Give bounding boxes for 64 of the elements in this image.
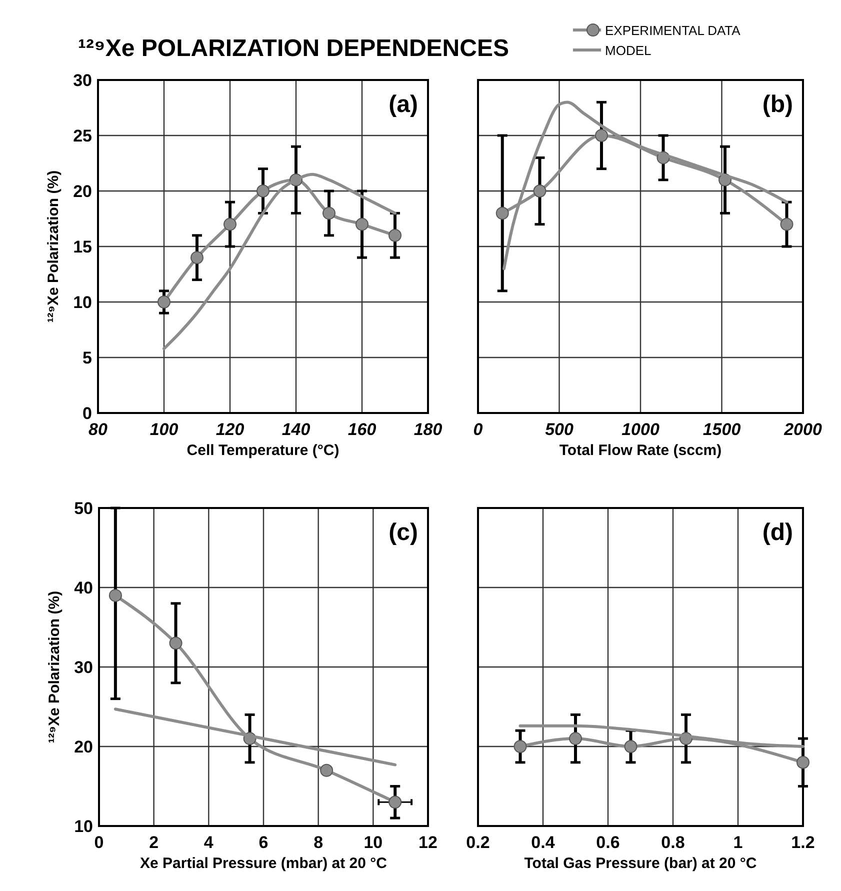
annotation: (d) xyxy=(762,519,793,546)
x-tick-label: 160 xyxy=(348,420,377,439)
point xyxy=(320,764,334,777)
point xyxy=(256,184,270,198)
point xyxy=(780,218,794,231)
x-tick-label: 2 xyxy=(149,833,159,852)
x-tick-label: 10 xyxy=(364,833,383,852)
x-axis-title: Total Flow Rate (sccm) xyxy=(559,442,722,459)
x-tick-label: 0.8 xyxy=(661,833,685,852)
point xyxy=(322,206,336,220)
x-tick-label: 12 xyxy=(418,833,438,852)
x-tick-label: 4 xyxy=(204,833,214,852)
x-axis-title: Total Gas Pressure (bar) at 20 °C xyxy=(524,855,757,872)
point xyxy=(388,228,402,242)
x-tick-label: 6 xyxy=(258,833,268,852)
x-tick-label: 80 xyxy=(88,420,108,439)
annotation: (a) xyxy=(388,91,418,118)
x-tick-label: 140 xyxy=(282,420,311,439)
point xyxy=(158,296,170,308)
point xyxy=(108,588,122,602)
x-tick-label: 8 xyxy=(314,833,324,852)
point xyxy=(496,206,509,220)
x-tick-label: 1.2 xyxy=(791,833,815,852)
y-tick-label: 15 xyxy=(73,238,92,256)
point xyxy=(169,636,182,650)
point xyxy=(533,184,546,198)
legend-label: MODEL xyxy=(605,43,652,58)
x-axis-title: Cell Temperature (°C) xyxy=(186,442,340,459)
chart-title: ¹²⁹Xe POLARIZATION DEPENDENCES xyxy=(78,35,509,62)
annotation: (c) xyxy=(388,519,418,546)
x-tick-label: 1 xyxy=(733,833,743,852)
y-axis-title: ¹²⁹Xe Polarization (%) xyxy=(45,170,62,323)
y-tick-label: 40 xyxy=(74,578,93,598)
x-tick-label: 0.4 xyxy=(531,833,556,852)
x-tick-label: 0.6 xyxy=(596,833,620,852)
y-tick-label: 30 xyxy=(73,71,92,90)
x-tick-label: 0.2 xyxy=(466,833,490,852)
y-tick-label: 0 xyxy=(82,404,92,423)
y-tick-label: 50 xyxy=(74,499,93,518)
point xyxy=(388,796,402,809)
point xyxy=(356,218,368,231)
line-series xyxy=(162,172,396,350)
legend-label: EXPERIMENTAL DATA xyxy=(605,23,741,38)
y-tick-label: 25 xyxy=(73,126,92,146)
x-tick-label: 2000 xyxy=(783,420,822,439)
y-tick-label: 20 xyxy=(74,738,93,756)
x-tick-label: 0 xyxy=(473,420,484,439)
x-tick-label: 120 xyxy=(216,420,245,439)
y-tick-label: 10 xyxy=(74,817,93,836)
point xyxy=(595,129,608,142)
x-axis-title: Xe Partial Pressure (mbar) at 20 °C xyxy=(140,855,388,872)
x-tick-label: 100 xyxy=(150,420,179,439)
x-tick-label: 1500 xyxy=(702,420,742,439)
y-tick-label: 5 xyxy=(82,348,92,368)
annotation: (b) xyxy=(762,91,793,118)
y-tick-label: 20 xyxy=(73,182,92,201)
y-tick-label: 10 xyxy=(73,293,92,312)
x-tick-label: 180 xyxy=(414,420,443,439)
y-tick-label: 30 xyxy=(74,658,93,677)
point xyxy=(190,251,204,264)
x-tick-label: 1000 xyxy=(622,420,660,439)
point xyxy=(224,218,236,231)
y-axis-title: ¹²⁹Xe Polarization (%) xyxy=(46,590,63,744)
x-tick-label: 500 xyxy=(545,420,574,439)
